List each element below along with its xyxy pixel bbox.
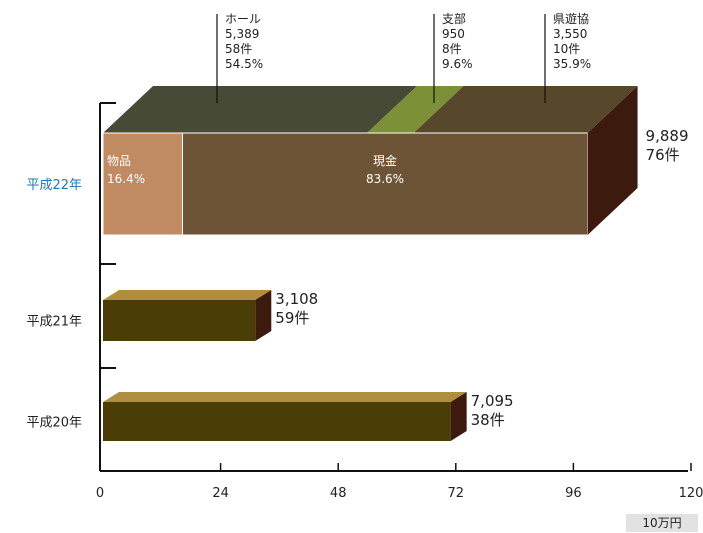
callout-name: 県遊協 (553, 11, 589, 26)
total-value-label: 7,095 (471, 392, 514, 410)
callout-share: 54.5% (225, 57, 263, 71)
front-segment-1 (102, 132, 183, 236)
segment-share-label: 16.4% (107, 172, 145, 186)
category-label: 平成20年 (26, 416, 82, 431)
top-segment-2 (367, 86, 464, 133)
callout-name: 支部 (442, 11, 466, 26)
x-tick-label: 72 (448, 486, 465, 501)
callout-name: ホール (225, 12, 261, 26)
total-count-label: 38件 (471, 411, 505, 429)
segment-name-label: 現金 (373, 153, 397, 168)
bar-front-face (103, 402, 451, 441)
bar-top-face (103, 392, 467, 402)
x-tick-label: 48 (330, 486, 347, 501)
bar-front-face (103, 300, 256, 341)
total-value-label: 3,108 (275, 290, 318, 308)
segment-name-label: 物品 (107, 154, 131, 168)
callout-amount: 950 (442, 27, 465, 41)
total-count-label: 59件 (275, 309, 309, 327)
callout-count: 58件 (225, 42, 252, 56)
x-tick-label: 96 (565, 486, 582, 501)
category-label: 平成22年 (26, 178, 82, 193)
x-tick-label: 120 (679, 486, 703, 501)
callout-share: 35.9% (553, 57, 591, 71)
bar-side-face (450, 392, 467, 441)
top-segment-3 (413, 86, 638, 133)
x-tick-label: 0 (96, 486, 104, 501)
callout-amount: 3,550 (553, 27, 587, 41)
callout-count: 10件 (553, 42, 580, 56)
total-value-label: 9,889 (646, 127, 689, 145)
bar-side-face (587, 86, 638, 235)
total-count-label: 76件 (646, 146, 680, 164)
front-segment-2 (181, 132, 589, 236)
callout-count: 8件 (442, 42, 462, 56)
top-segment-1 (103, 86, 418, 133)
bar-side-face (255, 290, 272, 341)
segment-share-label: 83.6% (366, 172, 404, 186)
bar-top-face (103, 290, 272, 300)
category-label: 平成21年 (26, 315, 82, 330)
callout-amount: 5,389 (225, 27, 259, 41)
callout-share: 9.6% (442, 57, 473, 71)
unit-label: 10万円 (626, 514, 698, 532)
x-tick-label: 24 (212, 486, 229, 501)
